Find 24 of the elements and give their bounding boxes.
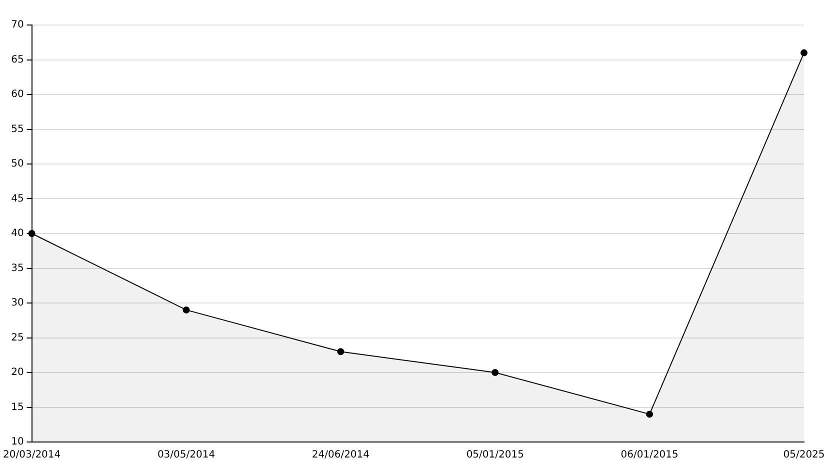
y-tick-label: 45 — [11, 193, 24, 204]
y-tick-label: 30 — [11, 298, 24, 309]
x-tick-label: 05/2025 — [783, 450, 825, 461]
point — [182, 306, 190, 314]
y-tick-label: 65 — [11, 54, 24, 66]
point — [492, 369, 499, 376]
x-tick-label: 20/03/2014 — [3, 450, 61, 461]
y-tick-label: 20 — [11, 367, 24, 378]
y-tick-label: 40 — [11, 228, 24, 240]
point — [337, 348, 344, 356]
y-tick-label: 50 — [11, 158, 24, 170]
point — [800, 49, 808, 56]
y-tick-label: 70 — [11, 20, 24, 31]
y-tick-label: 15 — [11, 402, 24, 413]
y-tick-label: 25 — [11, 332, 24, 344]
y-tick-label: 55 — [11, 124, 24, 135]
x-tick-label: 06/01/2015 — [620, 450, 678, 461]
y-tick-label: 35 — [11, 262, 24, 274]
y-tick-label: 10 — [11, 436, 24, 448]
x-tick-label: 03/05/2014 — [157, 450, 216, 461]
y-tick-label: 60 — [11, 89, 24, 100]
x-tick-label: 24/06/2014 — [312, 450, 370, 461]
point — [646, 410, 654, 418]
x-tick-label: 05/01/2015 — [466, 450, 524, 461]
